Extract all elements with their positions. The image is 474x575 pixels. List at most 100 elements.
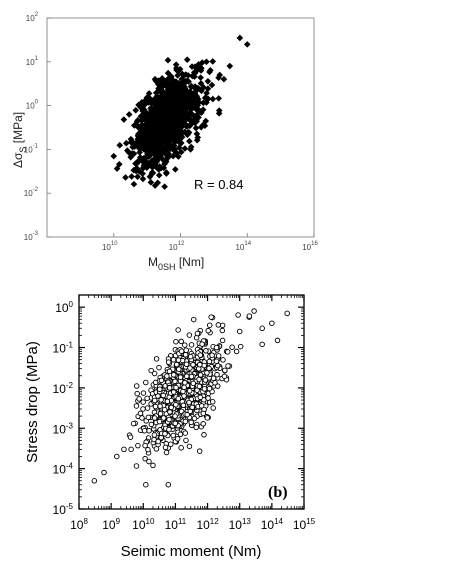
bottom-data-point [164, 398, 171, 405]
bottom-data-point [172, 378, 178, 385]
top-data-point [184, 104, 191, 112]
bottom-data-point [205, 327, 211, 334]
top-data-point [162, 127, 170, 135]
top-data-point [164, 56, 172, 64]
top-y-axis-label-text: Δσ [11, 152, 25, 168]
top-data-point [130, 180, 138, 188]
bottom-data-point [209, 352, 215, 358]
bottom-data-point [196, 383, 203, 390]
bottom-y-tick-label-base: 10 [53, 342, 67, 356]
bottom-data-point [166, 416, 172, 423]
top-data-point [226, 62, 234, 70]
top-data-point [176, 103, 183, 110]
bottom-data-point [170, 432, 176, 439]
top-data-point [206, 68, 213, 76]
bottom-x-tick-label-base: 10 [261, 518, 275, 532]
top-data-point [163, 169, 170, 176]
top-data-point [154, 179, 162, 187]
top-data-point [186, 137, 193, 145]
top-data-point [150, 159, 158, 167]
bottom-data-point [194, 387, 200, 393]
top-r-annotation: R = 0.84 [194, 177, 244, 192]
top-data-point [179, 70, 186, 78]
bottom-data-point [183, 347, 189, 354]
top-data-point [139, 175, 147, 183]
bottom-data-point [144, 395, 150, 402]
top-data-point [143, 164, 151, 172]
top-data-point [215, 107, 223, 114]
bottom-data-point [165, 481, 172, 488]
bottom-x-tick-label: 1010 [132, 517, 155, 532]
bottom-data-point [206, 322, 213, 328]
top-data-point [143, 152, 151, 160]
bottom-data-point [177, 431, 184, 438]
bottom-y-tick-label: 10-1 [53, 341, 74, 356]
bottom-plot-frame [78, 294, 305, 510]
top-x-tick-label: 1016 [302, 241, 318, 252]
top-data-point [180, 106, 187, 113]
top-data-point [160, 136, 167, 144]
bottom-y-tick-label-base: 10 [53, 382, 67, 396]
top-data-point [161, 108, 168, 115]
top-y-tick-label-exponent: -2 [33, 187, 39, 193]
top-data-point [175, 67, 183, 74]
top-data-point [139, 116, 146, 124]
top-data-point [165, 130, 172, 137]
top-y-tick-label-exponent: -3 [33, 231, 39, 237]
top-y-tick-label-base: 10 [26, 58, 35, 67]
bottom-data-point [213, 358, 220, 364]
top-data-point [209, 95, 217, 103]
bottom-data-point [163, 449, 170, 456]
bottom-y-tick-label-base: 10 [53, 422, 67, 436]
top-data-point [155, 171, 163, 179]
top-data-point [132, 121, 140, 128]
bottom-data-point [176, 366, 182, 372]
top-data-point [195, 108, 202, 115]
top-data-point [172, 61, 180, 68]
top-data-point [160, 130, 168, 137]
top-data-point [128, 173, 135, 180]
bottom-data-point [140, 390, 147, 396]
bottom-data-point [182, 379, 188, 386]
bottom-data-point [206, 365, 212, 372]
top-data-point [220, 75, 228, 83]
top-data-point [141, 101, 148, 109]
top-y-axis-label-sub: S [18, 147, 28, 153]
top-x-tick-label-exponent: 14 [244, 241, 251, 247]
bottom-data-point [183, 361, 190, 368]
top-data-point [157, 164, 165, 172]
bottom-data-point [114, 453, 120, 460]
top-data-point [157, 131, 164, 138]
bottom-data-point [140, 406, 146, 412]
top-data-point [178, 128, 186, 136]
bottom-y-tick-label: 10-5 [53, 502, 74, 517]
bottom-y-tick-label-exponent: -5 [66, 502, 74, 511]
top-data-point [152, 128, 160, 135]
top-data-point [165, 112, 172, 120]
bottom-data-point [194, 330, 201, 337]
top-data-point [179, 96, 186, 104]
top-data-point [173, 129, 181, 136]
top-data-point [154, 134, 161, 142]
bottom-data-point [130, 420, 137, 427]
bottom-data-point [219, 337, 226, 344]
bottom-data-point [170, 357, 177, 363]
bottom-data-point [198, 403, 205, 409]
bottom-data-point [188, 419, 194, 426]
top-data-point [149, 163, 157, 171]
top-data-point [174, 98, 182, 106]
bottom-data-point [183, 437, 189, 444]
bottom-x-tick-label: 108 [70, 517, 88, 532]
bottom-y-tick-label-base: 10 [53, 463, 67, 477]
bottom-x-tick-label-exponent: 9 [116, 517, 121, 526]
bottom-x-tick-label: 1013 [229, 517, 252, 532]
top-data-point [193, 94, 201, 101]
top-data-point [181, 145, 189, 152]
bottom-data-point [165, 359, 172, 365]
bottom-data-point [259, 341, 265, 348]
bottom-data-point [180, 402, 187, 409]
top-data-point [166, 102, 174, 110]
